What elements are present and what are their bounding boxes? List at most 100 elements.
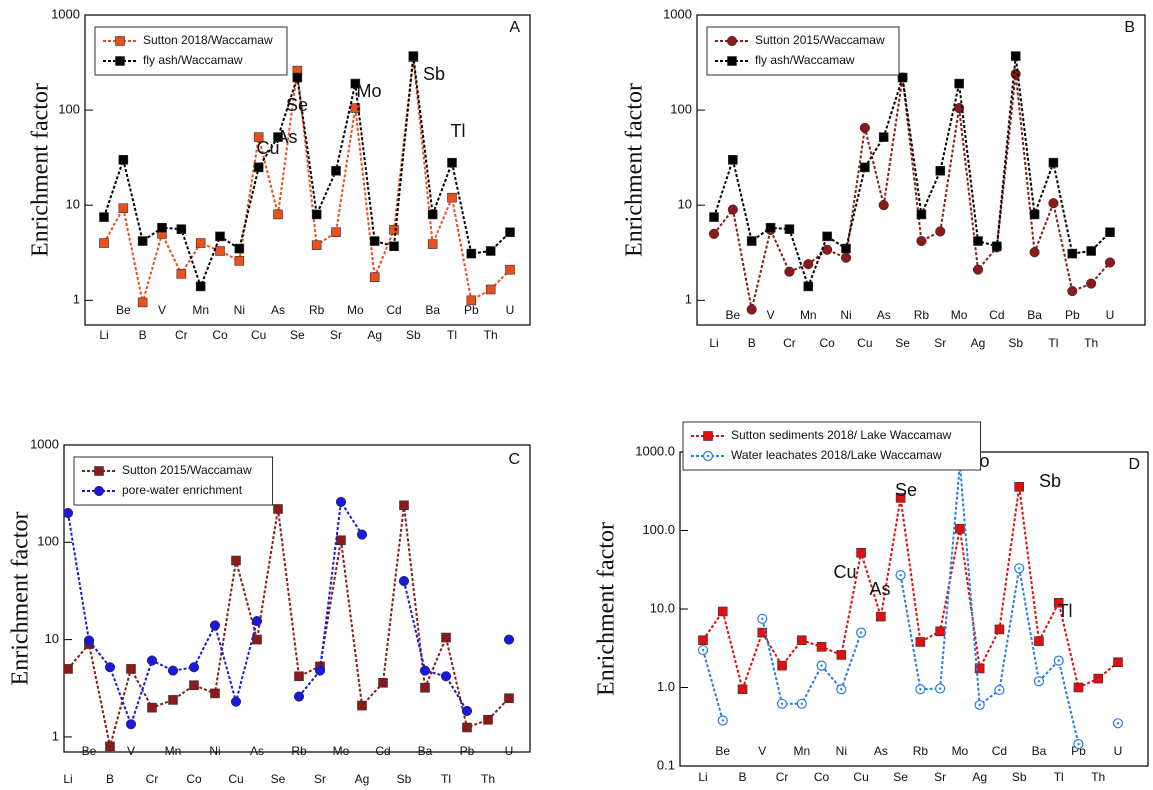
x-tick-label: Sb [406,328,421,342]
y-tick-label: 1 [73,292,80,307]
point [118,155,129,165]
point [294,671,304,682]
point [125,719,137,730]
x-tick-label: Mn [793,744,810,758]
legend-box [73,456,274,506]
point-dot [721,719,724,722]
point [167,665,179,676]
point [369,272,380,282]
panel-letter: C [508,451,520,468]
x-tick-label: V [158,303,166,317]
x-tick-label: Cu [228,772,243,786]
point [860,162,870,173]
point [797,635,807,646]
point [935,166,946,176]
x-tick-label: B [139,328,147,342]
x-tick-label: B [106,772,114,786]
x-tick-label: Ba [418,744,433,758]
point [331,166,341,176]
point [504,693,514,704]
point [972,264,984,275]
x-tick-label: Cu [853,770,868,784]
plot-frame [696,14,1146,326]
point [816,641,827,652]
point [505,264,515,275]
point [356,529,368,540]
series [99,51,515,292]
x-tick-label: Cd [989,308,1004,322]
annotation: Se [286,95,308,115]
legend-label: Sutton 2015/Waccamaw [755,33,885,47]
y-tick-label: 1000 [51,6,80,21]
series [697,459,1124,750]
x-tick-label: V [767,308,775,322]
legend-marker [703,431,713,441]
legend-marker [115,36,125,46]
series [698,482,1123,695]
point [840,252,852,263]
annotation: Tl [1058,601,1073,621]
x-tick-label: Ba [1027,308,1042,322]
point [126,664,136,674]
x-tick-label: Cr [146,772,159,786]
point [335,496,347,507]
series-line [103,55,511,290]
point [137,236,148,246]
point-dot [998,688,1001,692]
plot-frame [63,444,531,753]
y-tick-label: 10 [66,197,80,212]
point [916,235,927,247]
x-tick-label: Be [116,303,131,317]
x-tick-label: Be [726,308,741,322]
point [1086,246,1096,256]
x-tick-label: Ag [367,328,382,342]
point [1034,636,1044,646]
legend-marker-dot [706,454,710,458]
point [195,281,206,292]
annotation: As [869,579,890,599]
x-tick-label: Tl [441,772,451,786]
point [447,157,457,168]
point [856,547,866,558]
legend-marker [93,485,105,497]
point [1010,51,1021,61]
panel: 0.1 1.0 10.0 100.0 1000.0 Enrichment factor Li… [594,421,1149,784]
point [331,227,341,238]
x-tick-label: U [1106,308,1115,322]
point [293,691,305,702]
x-tick-label: Mn [192,303,209,317]
point [157,222,167,233]
x-tick-label: Li [709,336,718,350]
point [954,78,964,89]
series-line [702,486,1119,693]
legend-label: Sutton 2015/Waccamaw [122,463,252,477]
point [311,209,322,220]
point-dot [820,664,823,667]
point [1029,209,1040,220]
y-tick-label: 100 [37,534,59,549]
point [427,239,438,249]
x-tick-label: Rb [914,308,930,322]
x-tick-label: Pb [1065,308,1080,322]
x-tick-label: As [250,744,264,758]
point [483,714,493,725]
point [311,240,322,250]
y-tick-label: 1000 [30,436,59,451]
point [378,677,388,688]
point-dot [780,702,784,705]
x-tick-label: Li [99,328,108,342]
point [915,637,926,647]
point [369,236,380,246]
point [441,632,451,643]
x-tick-label: As [874,744,888,758]
x-tick-label: As [877,308,891,322]
annotation: Cu [833,562,856,582]
point [897,72,908,83]
x-tick-label: Ni [209,744,220,758]
annotation: Mo [356,81,381,101]
x-tick-label: Rb [291,744,307,758]
point-dot [978,703,981,707]
series-line [713,73,1111,310]
x-tick-label: Th [1091,770,1105,784]
point [195,238,206,248]
